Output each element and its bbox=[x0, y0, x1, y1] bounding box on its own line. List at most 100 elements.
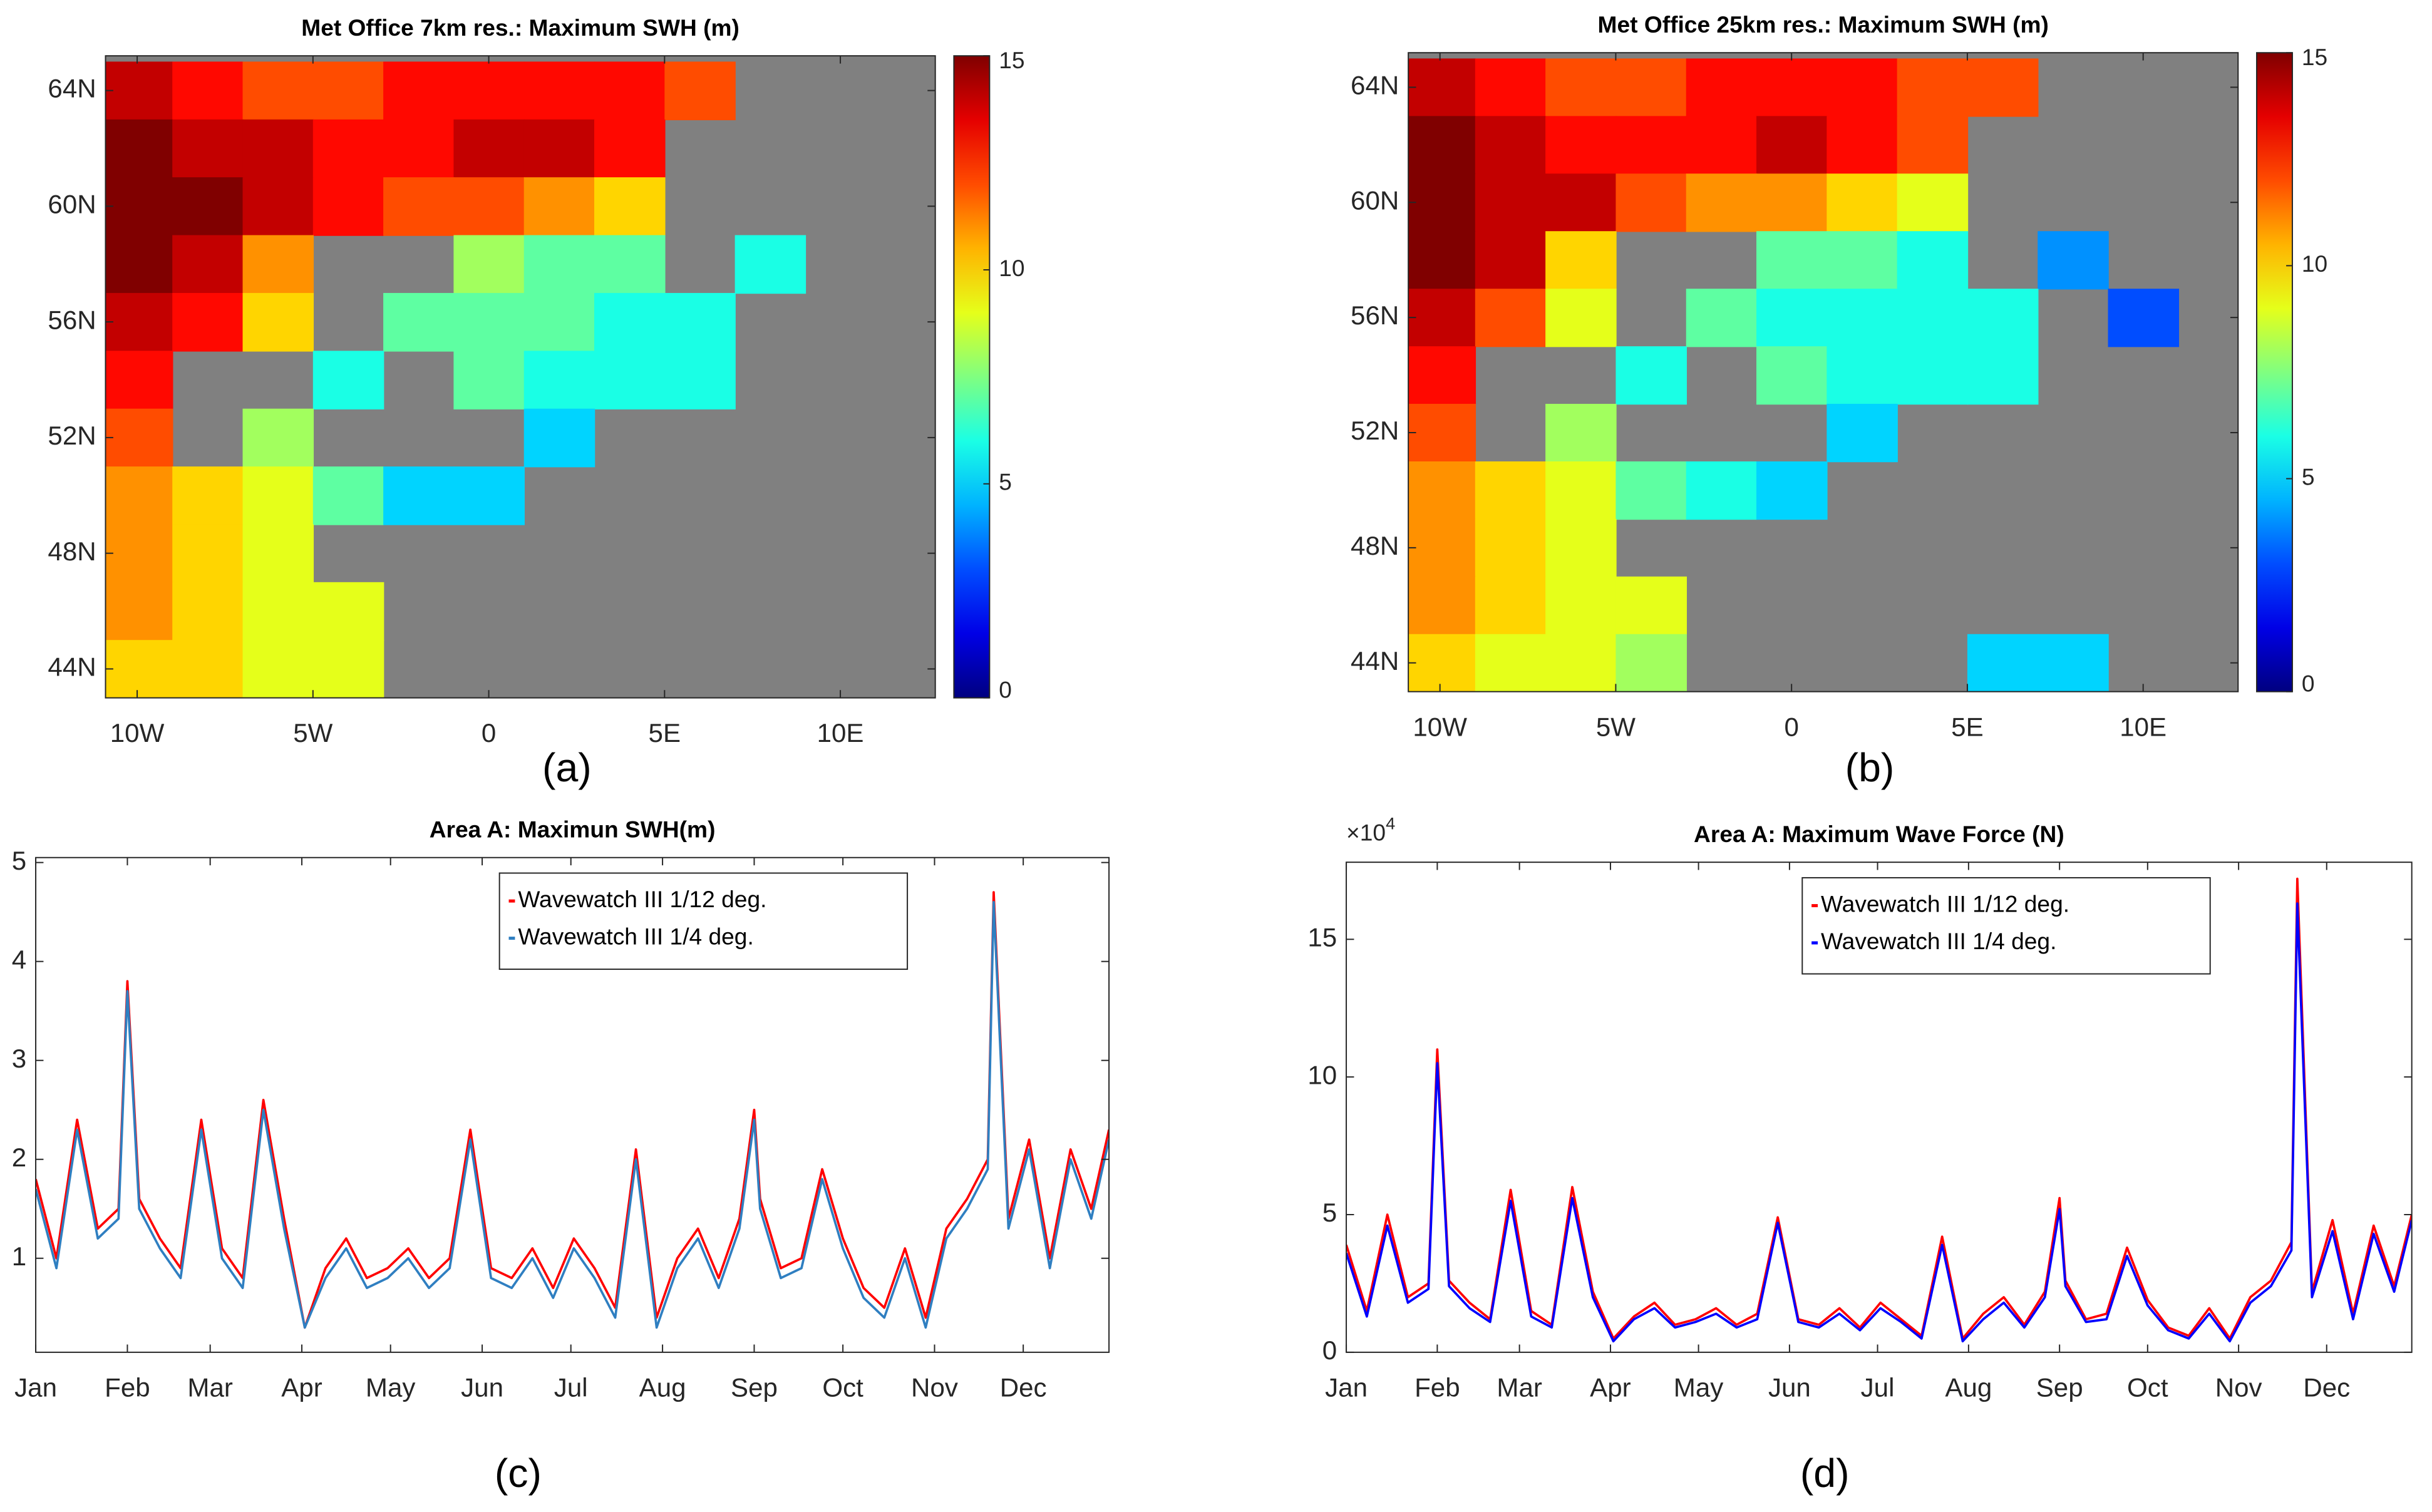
heat-cell bbox=[594, 61, 666, 121]
heat-cell bbox=[1475, 231, 1547, 290]
heat-cell bbox=[2038, 634, 2109, 692]
heat-cell bbox=[172, 235, 244, 294]
heat-cell bbox=[1686, 289, 1758, 347]
heat-cell bbox=[1756, 116, 1828, 175]
x-tick-label: Apr bbox=[281, 1372, 322, 1402]
x-tick-label: Nov bbox=[2215, 1372, 2262, 1402]
colorbar-tick-label: 10 bbox=[999, 255, 1024, 281]
heat-cell bbox=[1545, 404, 1617, 463]
heat-cell bbox=[1475, 58, 1547, 117]
heat-cell bbox=[242, 466, 314, 525]
x-tick-label: Dec bbox=[2303, 1372, 2350, 1402]
heat-cell bbox=[383, 119, 455, 178]
panel-label: (d) bbox=[1800, 1451, 1850, 1496]
heat-cell bbox=[105, 466, 173, 525]
x-tick-label: Oct bbox=[2127, 1372, 2168, 1402]
heat-cell bbox=[172, 524, 244, 584]
plot-area bbox=[1346, 877, 2412, 1343]
heat-cell bbox=[1408, 231, 1476, 290]
legend-box bbox=[498, 872, 909, 970]
colorbar-tick-label: 15 bbox=[999, 47, 1024, 73]
heat-cell bbox=[1408, 404, 1476, 463]
y-tick-label: 52N bbox=[1351, 416, 1399, 445]
colorbar-tick-label: 15 bbox=[2302, 44, 2327, 70]
plot-area bbox=[1408, 53, 2239, 692]
x-tick-label: Nov bbox=[911, 1372, 958, 1402]
heat-cell bbox=[1475, 461, 1547, 520]
heat-cell bbox=[1408, 518, 1476, 578]
heat-cell bbox=[1897, 116, 1969, 175]
heat-cell bbox=[1545, 116, 1617, 175]
y-tick-label: 48N bbox=[48, 537, 96, 566]
heat-cell bbox=[1897, 173, 1969, 232]
panel-label: (c) bbox=[495, 1451, 542, 1496]
heat-cell bbox=[1827, 116, 1898, 175]
y-tick-label: 56N bbox=[1351, 301, 1399, 330]
x-tick-label: Feb bbox=[105, 1372, 150, 1402]
multiplier-base: ×10 bbox=[1346, 819, 1386, 845]
y-tick-label: 10 bbox=[1307, 1060, 1337, 1089]
heat-cell bbox=[1545, 576, 1617, 635]
series-line bbox=[1346, 902, 2412, 1343]
heat-cell bbox=[172, 466, 244, 525]
chart-title: Met Office 25km res.: Maximum SWH (m) bbox=[1598, 11, 2049, 38]
multiplier-exponent: 4 bbox=[1386, 814, 1395, 833]
heat-cell bbox=[664, 351, 736, 409]
colorbar-tick-label: 5 bbox=[999, 469, 1012, 495]
y-tick-label: 5 bbox=[12, 846, 26, 875]
heat-cell bbox=[242, 292, 314, 352]
colorbar-tick-label: 5 bbox=[2302, 463, 2315, 490]
heat-cell bbox=[172, 292, 244, 352]
heat-cell bbox=[1545, 289, 1617, 347]
heat-cell bbox=[172, 119, 244, 178]
heat-cell bbox=[1475, 634, 1547, 692]
x-tick-label: 10E bbox=[817, 718, 864, 748]
heat-cell bbox=[105, 119, 173, 178]
heat-cell bbox=[242, 177, 314, 236]
heat-cell bbox=[453, 292, 525, 352]
x-tick-label: 5E bbox=[649, 718, 681, 748]
heat-cell bbox=[242, 582, 314, 641]
heat-cell bbox=[1475, 518, 1547, 578]
heat-cell bbox=[1686, 58, 1758, 117]
heat-cell bbox=[383, 61, 455, 121]
heat-cell bbox=[1827, 346, 1898, 405]
heat-cell bbox=[594, 351, 666, 409]
x-tick-label: Jul bbox=[1861, 1372, 1895, 1402]
heat-cell bbox=[1967, 634, 2039, 692]
heat-cell bbox=[105, 61, 173, 121]
heat-cell bbox=[1408, 461, 1476, 520]
legend-label: Wavewatch III 1/12 deg. bbox=[518, 886, 766, 912]
heat-cell bbox=[1686, 461, 1758, 520]
heat-cell bbox=[1967, 58, 2039, 117]
axes-frame bbox=[1346, 861, 2413, 1353]
heat-cell bbox=[1545, 231, 1617, 290]
x-tick-label: Jun bbox=[1768, 1372, 1811, 1402]
heat-cell bbox=[1408, 173, 1476, 232]
heat-cell bbox=[1967, 346, 2039, 405]
heat-cell bbox=[105, 177, 173, 236]
heat-cell bbox=[1897, 289, 1969, 347]
y-tick-label: 56N bbox=[48, 305, 96, 334]
heat-cell bbox=[594, 292, 666, 352]
heat-cell bbox=[453, 177, 525, 236]
y-multiplier: ×104 bbox=[1346, 814, 1395, 845]
y-tick-label: 48N bbox=[1351, 531, 1399, 560]
y-tick-label: 52N bbox=[48, 421, 96, 450]
chart-title: Area A: Maximum Wave Force (N) bbox=[1694, 821, 2064, 847]
heat-cell bbox=[523, 235, 595, 294]
plot-area bbox=[36, 891, 1110, 1329]
series-line bbox=[36, 900, 1110, 1329]
heat-cell bbox=[1615, 58, 1687, 117]
heat-cell bbox=[1827, 289, 1898, 347]
legend-label: Wavewatch III 1/4 deg. bbox=[1821, 928, 2056, 954]
x-tick-label: 10E bbox=[2120, 712, 2167, 741]
heat-cell bbox=[1615, 461, 1687, 520]
y-tick-label: 1 bbox=[12, 1242, 26, 1271]
heat-cell bbox=[105, 408, 173, 468]
x-tick-label: Jan bbox=[14, 1372, 57, 1402]
x-tick-label: Apr bbox=[1590, 1372, 1631, 1402]
heat-cell bbox=[1475, 116, 1547, 175]
heat-cell bbox=[523, 408, 595, 468]
heat-cell bbox=[105, 235, 173, 294]
